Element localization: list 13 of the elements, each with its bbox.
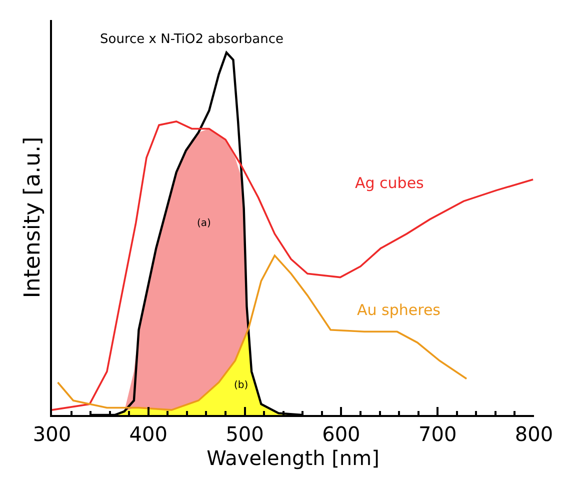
annotation: (b) bbox=[234, 380, 248, 391]
text: Source x N-TiO2 absorbance bbox=[100, 32, 284, 47]
y-axis-title: Intensity [a.u.] bbox=[20, 136, 46, 298]
series-label: Au spheres bbox=[357, 301, 441, 319]
x-tick-label: 700 bbox=[418, 422, 457, 446]
x-axis-title: Wavelength [nm] bbox=[206, 446, 380, 470]
series-label: Ag cubes bbox=[355, 174, 424, 192]
x-tick-label: 300 bbox=[32, 422, 72, 446]
x-tick-label: 600 bbox=[322, 422, 360, 446]
x-tick-label: 400 bbox=[129, 422, 168, 446]
x-tick-label: 800 bbox=[514, 422, 554, 446]
x-tick-label: 500 bbox=[226, 422, 264, 446]
annotation: (a) bbox=[197, 218, 212, 229]
